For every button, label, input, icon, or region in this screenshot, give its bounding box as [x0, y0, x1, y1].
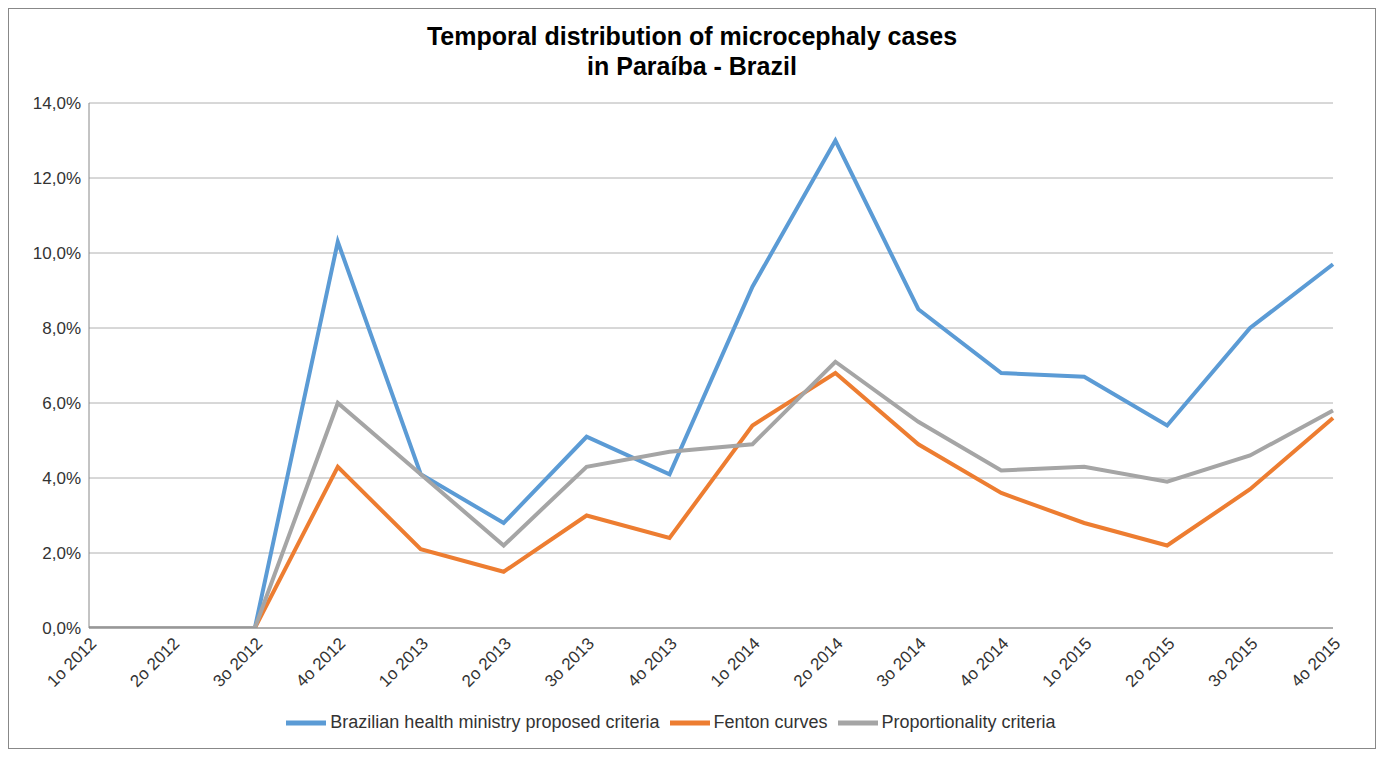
svg-text:12,0%: 12,0%	[33, 169, 81, 188]
svg-text:4o 2013: 4o 2013	[624, 634, 681, 691]
html-text:Temporal distribution of micro: Temporal distribution of microcephaly ca…	[426, 22, 958, 50]
svg-text:4o 2012: 4o 2012	[292, 634, 349, 691]
html-text:Brazilian health ministry prop: Brazilian health ministry proposed crite…	[330, 711, 660, 732]
svg-text:2o 2012: 2o 2012	[126, 634, 183, 691]
svg-text:1o 2014: 1o 2014	[707, 634, 764, 691]
svg-text:6,0%: 6,0%	[42, 394, 81, 413]
svg-text:8,0%: 8,0%	[42, 319, 81, 338]
svg-text:3o 2013: 3o 2013	[541, 634, 598, 691]
svg-text:1o 2015: 1o 2015	[1039, 634, 1096, 691]
svg-text:14,0%: 14,0%	[33, 94, 81, 113]
svg-text:1o 2012: 1o 2012	[43, 634, 100, 691]
html-text:Proportionality criteria: Proportionality criteria	[881, 711, 1056, 732]
svg-text:4o 2015: 4o 2015	[1287, 634, 1344, 691]
svg-text:2,0%: 2,0%	[42, 544, 81, 563]
svg-text:3o 2014: 3o 2014	[873, 634, 930, 691]
svg-text:10,0%: 10,0%	[33, 244, 81, 263]
html-text:in Paraíba - Brazil: in Paraíba - Brazil	[587, 52, 797, 80]
svg-text:3o 2015: 3o 2015	[1205, 634, 1262, 691]
svg-text:0,0%: 0,0%	[42, 619, 81, 638]
svg-text:1o 2013: 1o 2013	[375, 634, 432, 691]
svg-text:2o 2013: 2o 2013	[458, 634, 515, 691]
svg-text:4o 2014: 4o 2014	[956, 634, 1013, 691]
svg-text:3o 2012: 3o 2012	[209, 634, 266, 691]
svg-text:4,0%: 4,0%	[42, 469, 81, 488]
svg-text:2o 2015: 2o 2015	[1122, 634, 1179, 691]
html-text:Fenton curves: Fenton curves	[713, 711, 828, 732]
svg-text:2o 2014: 2o 2014	[790, 634, 847, 691]
